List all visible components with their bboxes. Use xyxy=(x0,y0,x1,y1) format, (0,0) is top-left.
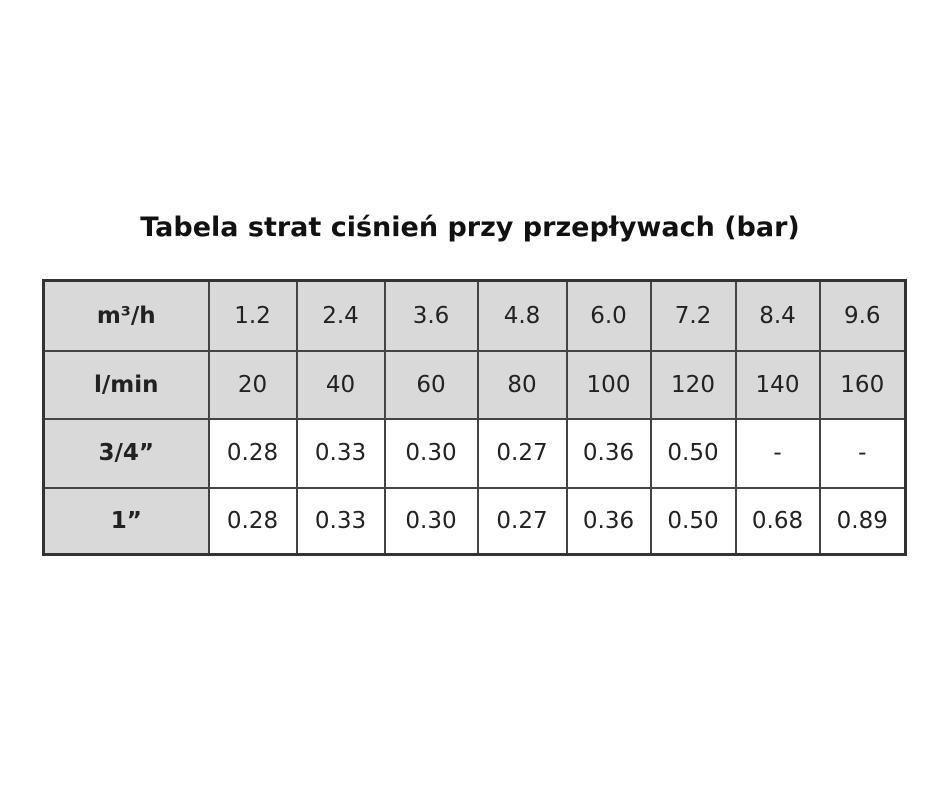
table-row: m³/h 1.2 2.4 3.6 4.8 6.0 7.2 8.4 9.6 xyxy=(42,279,907,352)
row-header: 3/4” xyxy=(42,417,210,489)
row-header: m³/h xyxy=(42,279,210,352)
table-row: 3/4” 0.28 0.33 0.30 0.27 0.36 0.50- - xyxy=(42,417,907,489)
table-cell: 100 xyxy=(565,349,652,420)
table-cell: 0.30 xyxy=(383,486,479,556)
table-cell: 0.33 xyxy=(295,417,386,489)
table-cell: 0.50 xyxy=(649,486,737,556)
table-cell: - xyxy=(818,417,907,489)
table-cell: 0.27 xyxy=(476,486,568,556)
row-header: l/min xyxy=(42,349,210,420)
pressure-loss-table: m³/h 1.2 2.4 3.6 4.8 6.0 7.2 8.4 9.6 l/min 20 40 60 8… xyxy=(42,279,907,556)
table-cell: 0.28 xyxy=(207,417,298,489)
table-cell: 2.4 xyxy=(295,279,386,352)
table-cell: 20 xyxy=(207,349,298,420)
table-row: l/min 20 40 60 80 100 120 140 160 xyxy=(42,349,907,420)
table-cell: 6.0 xyxy=(565,279,652,352)
table-cell: 0.50 xyxy=(649,417,737,489)
table-cell: 60 xyxy=(383,349,479,420)
table-cell: 4.8 xyxy=(476,279,568,352)
table-cell: 0.36 xyxy=(565,486,652,556)
table-cell: 0.27 xyxy=(476,417,568,489)
table-cell: 40 xyxy=(295,349,386,420)
table-cell: 9.6 xyxy=(818,279,907,352)
table-cell: 8.4 xyxy=(734,279,821,352)
table-cell: - xyxy=(734,417,821,489)
table-cell: 0.30 xyxy=(383,417,479,489)
table-cell: 1.2 xyxy=(207,279,298,352)
table-cell: 160 xyxy=(818,349,907,420)
table-cell: 7.2 xyxy=(649,279,737,352)
table-cell: 0.28 xyxy=(207,486,298,556)
table-cell: 140 xyxy=(734,349,821,420)
table-row: 1” 0.28 0.33 0.30 0.27 0.36 0.50 0.68 0.89 xyxy=(42,486,907,556)
row-header: 1” xyxy=(42,486,210,556)
table-cell: 0.68 xyxy=(734,486,821,556)
table-cell: 120 xyxy=(649,349,737,420)
table-cell: 0.33 xyxy=(295,486,386,556)
table-cell: 0.89 xyxy=(818,486,907,556)
table-cell: 80 xyxy=(476,349,568,420)
table-cell: 3.6 xyxy=(383,279,479,352)
table-cell: 0.36 xyxy=(565,417,652,489)
title: Tabela strat ciśnień przy przepływach (b… xyxy=(140,212,800,243)
